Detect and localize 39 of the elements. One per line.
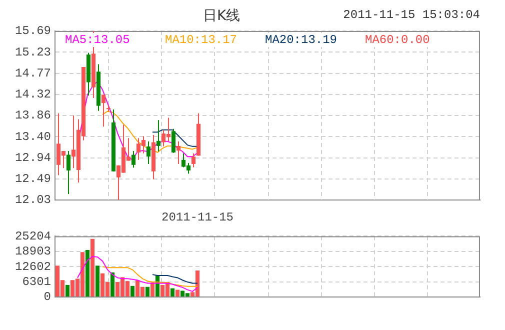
candlestick: [156, 120, 160, 152]
candlestick: [66, 150, 70, 194]
candlestick: [176, 140, 180, 164]
y-tick-label: 13.40: [14, 130, 51, 144]
bar: [90, 238, 94, 296]
y-tick-label: 15.23: [14, 45, 51, 60]
bar: [96, 266, 100, 296]
x-tick-label: 2011-11-15: [161, 210, 234, 224]
y-tick-label: 12.49: [14, 172, 51, 186]
bar: [86, 250, 90, 296]
bar: [66, 284, 70, 296]
bar: [176, 290, 180, 296]
text: MA5:13.05: [65, 33, 130, 48]
candlestick: [102, 94, 106, 128]
bar: [110, 272, 114, 296]
y-tick-label: 18903: [14, 244, 51, 259]
y-tick-label: 13.86: [14, 108, 51, 123]
candlestick: [172, 128, 176, 154]
candlestick: [146, 140, 150, 164]
y-tick-label: 12602: [14, 260, 51, 274]
candlestick: [192, 152, 196, 168]
chart-title: 日K线: [203, 7, 240, 25]
text: MA20:13.19: [265, 33, 338, 48]
y-tick-label: 12.03: [14, 193, 51, 208]
bar: [150, 282, 154, 296]
y-tick-label: 6301: [22, 274, 51, 289]
y-tick-label: 15.69: [14, 24, 51, 38]
y-tick-label: 14.77: [14, 66, 51, 81]
text: 2011-11-15 15:03:04: [343, 8, 480, 22]
y-tick-label: 14.32: [14, 87, 51, 102]
bar: [146, 286, 150, 296]
y-tick-label: 12.94: [14, 151, 51, 166]
bar: [170, 288, 174, 296]
bar: [130, 286, 134, 296]
y-tick-label: 25204: [14, 229, 51, 244]
text: MA10:13.17: [165, 33, 238, 48]
candlestick: [132, 150, 136, 168]
y-tick-label: 0: [44, 290, 51, 304]
legend-label: MA60:0.00: [365, 33, 430, 48]
